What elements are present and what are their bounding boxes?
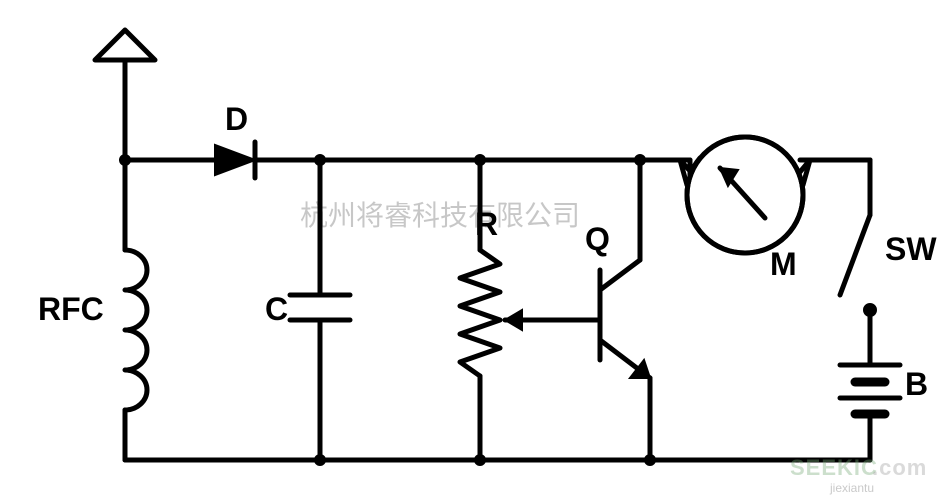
watermark-center: 杭州将睿科技有限公司 [300, 200, 580, 231]
circuit-diagram: RFC D C R [0, 0, 946, 504]
capacitor-label: C [265, 291, 288, 327]
diode-icon [200, 142, 320, 178]
switch-icon [840, 160, 876, 350]
meter-icon [680, 137, 870, 253]
transistor-npn-icon [585, 160, 650, 460]
node-dot [315, 455, 325, 465]
rfc-label: RFC [38, 291, 104, 327]
antenna-icon [95, 30, 155, 160]
node-dot [635, 155, 645, 165]
diode-label: D [225, 101, 248, 137]
node-dot [475, 155, 485, 165]
node-dot [645, 455, 655, 465]
node-dot [475, 455, 485, 465]
switch-label: SW [885, 231, 937, 267]
node-dot [120, 155, 130, 165]
transistor-label: Q [585, 221, 610, 257]
node-dot [315, 155, 325, 165]
battery-icon [840, 350, 900, 460]
watermark-br-small: jiexiantu [829, 481, 874, 495]
meter-label: M [770, 246, 797, 282]
watermark-br-b: .com [872, 455, 927, 480]
rfc-inductor-icon [125, 160, 147, 460]
battery-label: B [905, 366, 928, 402]
watermark-br-a: SEEKIC [790, 455, 878, 480]
